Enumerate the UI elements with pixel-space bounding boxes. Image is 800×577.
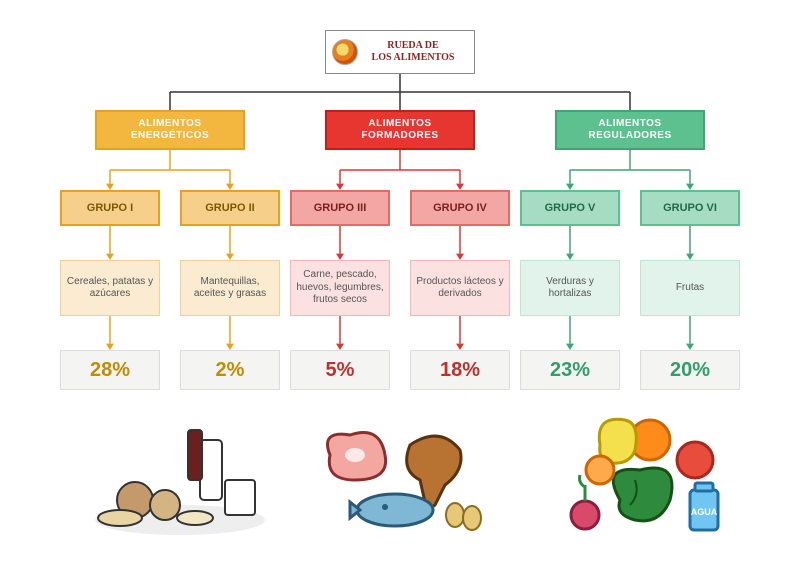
group-node: GRUPO VI (640, 190, 740, 226)
group-node: GRUPO IV (410, 190, 510, 226)
group-description: Verduras y hortalizas (520, 260, 620, 316)
food-wheel-icon (332, 39, 358, 65)
category-node: ALIMENTOS ENERGÉTICOS (95, 110, 245, 150)
group-node: GRUPO I (60, 190, 160, 226)
svg-text:AGUA: AGUA (691, 507, 718, 517)
group-description: Productos lácteos y derivados (410, 260, 510, 316)
group-description: Frutas (640, 260, 740, 316)
group-description: Carne, pescado, huevos, legumbres, fruto… (290, 260, 390, 316)
group-percentage: 2% (180, 350, 280, 390)
group-percentage: 20% (640, 350, 740, 390)
reguladores-foods-icon: AGUA (540, 405, 750, 545)
group-percentage: 28% (60, 350, 160, 390)
group-percentage: 18% (410, 350, 510, 390)
root-node: RUEDA DE LOS ALIMENTOS (325, 30, 475, 74)
category-node: ALIMENTOS FORMADORES (325, 110, 475, 150)
group-percentage: 23% (520, 350, 620, 390)
group-description: Cereales, patatas y azúcares (60, 260, 160, 316)
group-node: GRUPO V (520, 190, 620, 226)
energeticos-foods-icon (80, 410, 280, 540)
group-node: GRUPO III (290, 190, 390, 226)
group-node: GRUPO II (180, 190, 280, 226)
food-wheel-diagram: RUEDA DE LOS ALIMENTOS ALIMENTOS ENERGÉT… (0, 0, 800, 577)
category-node: ALIMENTOS REGULADORES (555, 110, 705, 150)
formadores-foods-icon (300, 410, 500, 540)
group-percentage: 5% (290, 350, 390, 390)
root-title-line1: RUEDA DE (387, 40, 438, 51)
root-title: RUEDA DE LOS ALIMENTOS (358, 40, 468, 64)
root-title-line2: LOS ALIMENTOS (372, 52, 455, 63)
group-description: Mantequillas, aceites y grasas (180, 260, 280, 316)
